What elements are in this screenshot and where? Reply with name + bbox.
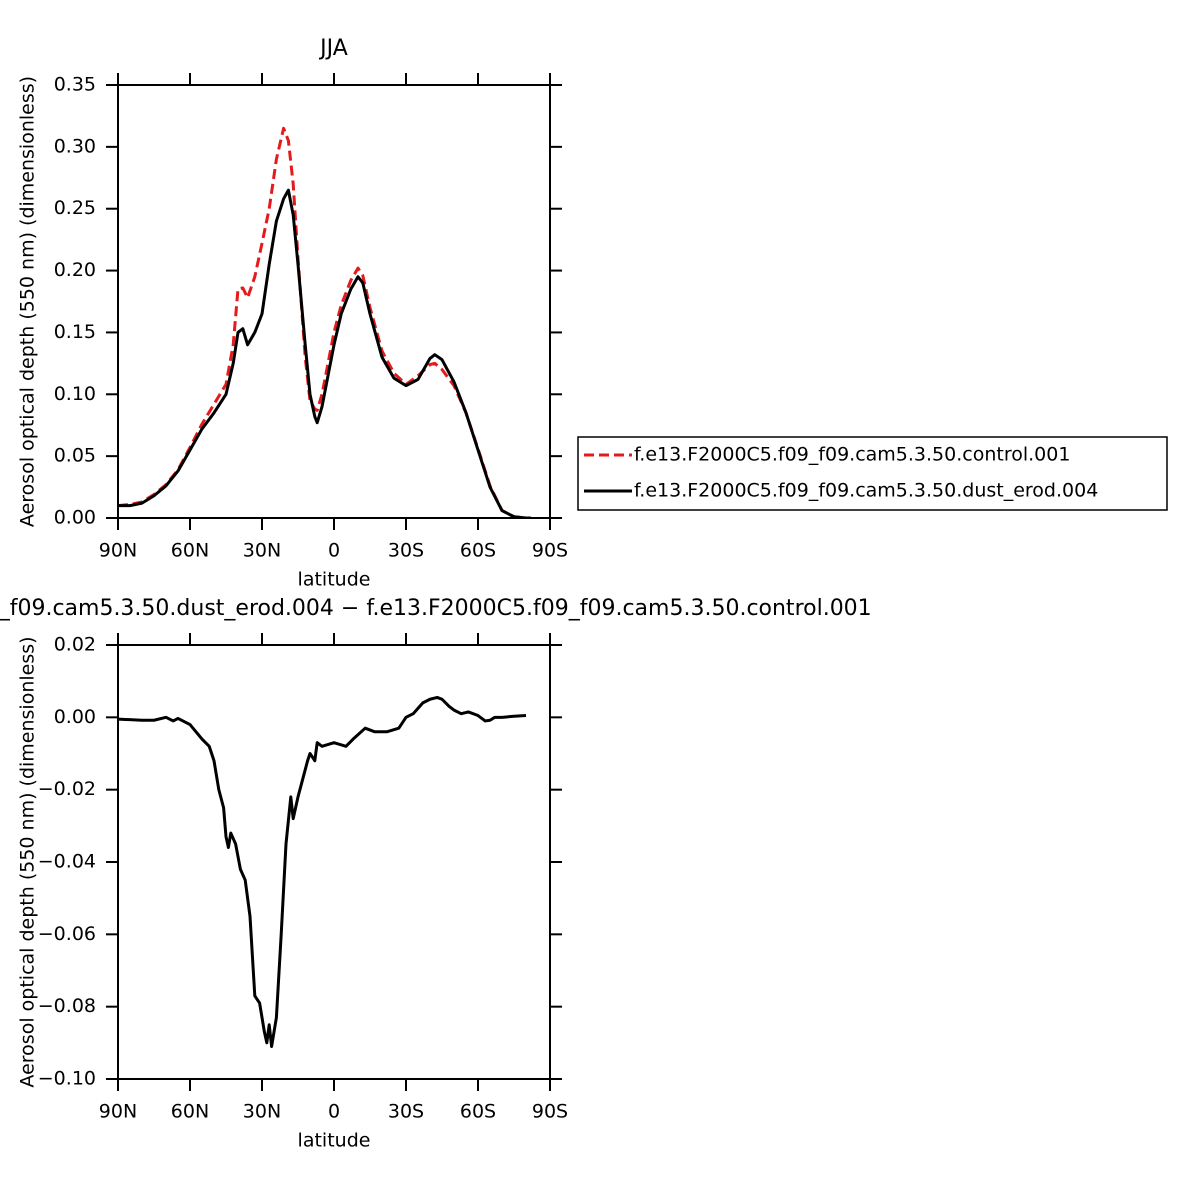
y-axis-label: Aerosol optical depth (550 nm) (dimensio…: [17, 636, 39, 1087]
y-tick-label: 0.02: [54, 634, 96, 656]
data-line: [118, 126, 531, 518]
x-tick-label: 30S: [388, 1101, 424, 1123]
y-tick-label: −0.10: [38, 1068, 96, 1090]
x-tick-label: 90N: [99, 1101, 137, 1123]
y-tick-label: 0.20: [54, 259, 96, 281]
x-tick-label: 90S: [532, 540, 568, 562]
y-tick-label: 0.15: [54, 321, 96, 343]
y-tick-label: −0.06: [38, 923, 96, 945]
x-tick-label: 0: [328, 540, 340, 562]
data-line: [118, 695, 527, 1048]
chart-title: JJA: [318, 36, 348, 61]
legend-label: f.e13.F2000C5.f09_f09.cam5.3.50.dust_ero…: [634, 480, 1098, 502]
y-axis-label: Aerosol optical depth (550 nm) (dimensio…: [17, 76, 39, 527]
plot-frame: [117, 644, 551, 1080]
y-tick-label: 0.00: [54, 507, 96, 529]
x-tick-label: 60N: [171, 1101, 209, 1123]
legend-label: f.e13.F2000C5.f09_f09.cam5.3.50.control.…: [634, 444, 1070, 466]
y-tick-label: 0.25: [54, 197, 96, 219]
y-tick-label: 0.00: [54, 706, 96, 728]
data-line: [118, 188, 531, 518]
y-tick-label: −0.04: [38, 851, 96, 873]
plot-frame: [117, 84, 551, 519]
y-tick-label: 0.05: [54, 445, 96, 467]
x-tick-label: 90S: [532, 1101, 568, 1123]
x-tick-label: 60N: [171, 540, 209, 562]
x-axis-label: latitude: [298, 1130, 371, 1152]
x-tick-label: 60S: [460, 540, 496, 562]
y-tick-label: −0.08: [38, 995, 96, 1017]
y-tick-label: 0.35: [54, 74, 96, 96]
y-tick-label: 0.30: [54, 135, 96, 157]
x-axis-label: latitude: [298, 569, 371, 591]
x-tick-label: 30N: [243, 540, 281, 562]
legend-box: [577, 436, 1168, 511]
x-tick-label: 90N: [99, 540, 137, 562]
plot-area: [118, 126, 531, 518]
y-tick-label: −0.02: [38, 778, 96, 800]
plot-area: [118, 695, 527, 1048]
x-tick-label: 0: [328, 1101, 340, 1123]
x-tick-label: 30S: [388, 540, 424, 562]
x-tick-label: 60S: [460, 1101, 496, 1123]
x-tick-label: 30N: [243, 1101, 281, 1123]
y-tick-label: 0.10: [54, 383, 96, 405]
chart-title: f.e13.F2000C5.f09_f09.cam5.3.50.dust_ero…: [0, 596, 872, 621]
